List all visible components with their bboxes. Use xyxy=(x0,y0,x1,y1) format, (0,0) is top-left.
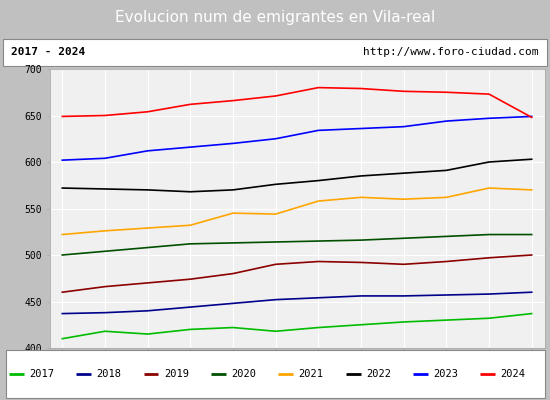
Text: 2023: 2023 xyxy=(433,369,458,379)
Text: http://www.foro-ciudad.com: http://www.foro-ciudad.com xyxy=(364,47,539,57)
Text: 2020: 2020 xyxy=(231,369,256,379)
Text: 2017 - 2024: 2017 - 2024 xyxy=(11,47,85,57)
Text: 2024: 2024 xyxy=(500,369,526,379)
Text: 2018: 2018 xyxy=(96,369,122,379)
Text: Evolucion num de emigrantes en Vila-real: Evolucion num de emigrantes en Vila-real xyxy=(115,10,435,25)
Text: 2019: 2019 xyxy=(164,369,189,379)
Text: 2022: 2022 xyxy=(366,369,391,379)
Text: 2021: 2021 xyxy=(299,369,323,379)
Text: 2017: 2017 xyxy=(29,369,54,379)
